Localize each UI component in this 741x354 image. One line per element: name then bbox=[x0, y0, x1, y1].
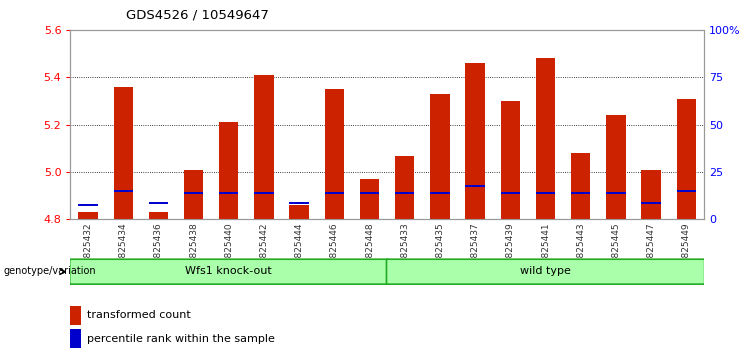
Bar bbox=[431, 193, 450, 194]
Bar bbox=[360, 193, 379, 194]
Bar bbox=[219, 193, 239, 194]
Bar bbox=[219, 122, 239, 219]
Text: transformed count: transformed count bbox=[87, 310, 190, 320]
Bar bbox=[325, 193, 344, 194]
Bar bbox=[431, 94, 450, 219]
Bar bbox=[536, 193, 555, 194]
FancyBboxPatch shape bbox=[387, 259, 705, 284]
FancyBboxPatch shape bbox=[70, 259, 388, 284]
Bar bbox=[79, 204, 98, 206]
Bar bbox=[395, 155, 414, 219]
Bar bbox=[79, 212, 98, 219]
Bar bbox=[465, 185, 485, 187]
Bar bbox=[571, 193, 591, 194]
Bar bbox=[290, 202, 309, 204]
Bar bbox=[149, 212, 168, 219]
Bar bbox=[677, 190, 696, 192]
Bar bbox=[184, 193, 203, 194]
Bar bbox=[113, 87, 133, 219]
Bar bbox=[290, 205, 309, 219]
Bar bbox=[536, 58, 555, 219]
Bar bbox=[113, 190, 133, 192]
Bar bbox=[501, 193, 520, 194]
Bar bbox=[254, 193, 273, 194]
Bar bbox=[606, 115, 625, 219]
Bar bbox=[149, 202, 168, 204]
Bar bbox=[70, 306, 81, 325]
Bar bbox=[606, 193, 625, 194]
Bar bbox=[465, 63, 485, 219]
Bar bbox=[395, 193, 414, 194]
Text: percentile rank within the sample: percentile rank within the sample bbox=[87, 333, 275, 344]
Bar bbox=[325, 89, 344, 219]
Text: genotype/variation: genotype/variation bbox=[4, 266, 96, 276]
Text: Wfs1 knock-out: Wfs1 knock-out bbox=[185, 266, 272, 276]
Bar bbox=[642, 170, 661, 219]
Bar bbox=[571, 153, 591, 219]
Bar bbox=[70, 329, 81, 348]
Bar bbox=[254, 75, 273, 219]
Text: wild type: wild type bbox=[520, 266, 571, 276]
Text: GDS4526 / 10549647: GDS4526 / 10549647 bbox=[126, 9, 269, 22]
Bar bbox=[501, 101, 520, 219]
Bar bbox=[642, 202, 661, 204]
Bar bbox=[677, 99, 696, 219]
Bar bbox=[184, 170, 203, 219]
Bar bbox=[360, 179, 379, 219]
